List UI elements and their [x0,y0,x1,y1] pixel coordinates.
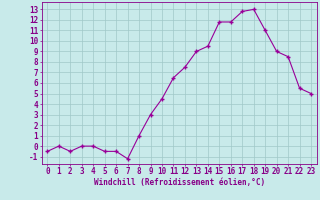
X-axis label: Windchill (Refroidissement éolien,°C): Windchill (Refroidissement éolien,°C) [94,178,265,187]
